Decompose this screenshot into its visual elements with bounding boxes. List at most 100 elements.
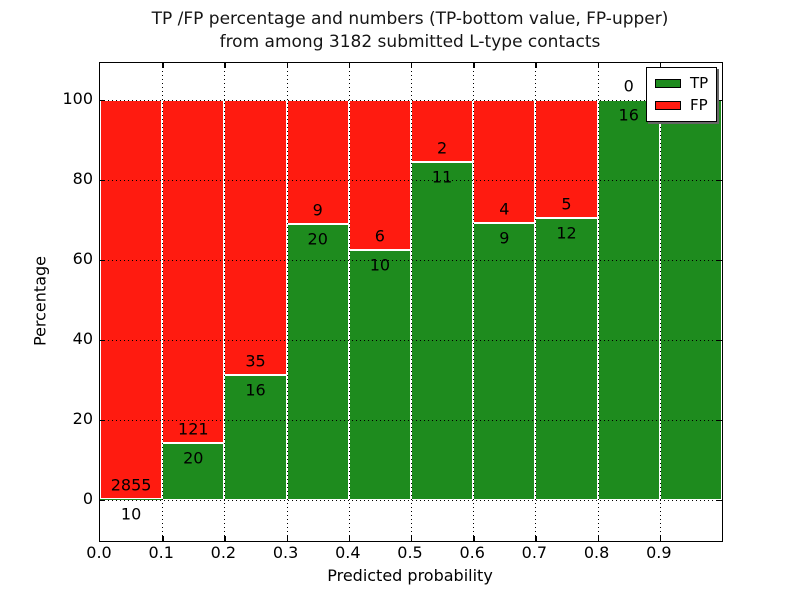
chart-title: TP /FP percentage and numbers (TP-bottom…: [99, 8, 721, 54]
x-tick-mark: [348, 63, 351, 68]
y-tick-mark: [717, 180, 722, 182]
bar-tp: [535, 217, 598, 500]
y-tick-mark: [100, 260, 105, 262]
bar-fp: [224, 100, 287, 375]
y-tick-label: 40: [72, 329, 93, 348]
gridline-vertical: [535, 63, 537, 541]
x-tick-label: 0.0: [86, 543, 112, 562]
bar-count-label-tp: 12: [556, 223, 577, 243]
legend-swatch-fp-icon: [655, 100, 681, 110]
y-tick-label: 0: [82, 489, 93, 508]
chart-title-line-1: TP /FP percentage and numbers (TP-bottom…: [151, 9, 669, 29]
y-tick-mark: [100, 420, 105, 422]
bar-fp: [348, 100, 411, 250]
bar-count-label-tp: 10: [369, 255, 391, 275]
legend-swatch-tp-icon: [655, 78, 681, 88]
bar-count-label-tp: 20: [307, 229, 328, 249]
gridline-vertical: [659, 63, 661, 541]
bar-count-label-fp: 6: [374, 226, 385, 246]
bar-fp: [473, 100, 536, 224]
x-tick-mark: [162, 536, 164, 541]
x-tick-mark: [597, 536, 599, 541]
gridline-vertical: [597, 63, 599, 541]
bar-count-label-tp: 11: [431, 167, 453, 187]
bar-tp: [286, 224, 349, 500]
gridline-vertical: [411, 63, 412, 541]
gridline-vertical: [473, 63, 475, 541]
bar-tp: [162, 443, 225, 500]
y-tick-mark: [100, 340, 105, 342]
y-tick-mark: [100, 180, 105, 182]
x-tick-label: 0.2: [210, 543, 237, 562]
x-tick-mark: [411, 63, 413, 68]
legend: TP FP: [646, 67, 718, 122]
x-tick-label: 0.7: [521, 543, 548, 562]
x-tick-mark: [535, 63, 537, 68]
x-tick-mark: [162, 63, 164, 68]
x-tick-label: 0.8: [583, 543, 610, 562]
gridline-vertical: [286, 63, 288, 541]
bar-count-label-tp: 20: [183, 448, 204, 468]
x-tick-mark: [597, 63, 599, 68]
legend-label-fp: FP: [690, 95, 708, 114]
x-tick-mark: [535, 536, 537, 541]
bar-tp: [597, 100, 660, 500]
bar-tp: [473, 223, 536, 500]
legend-label-tp: TP: [690, 73, 709, 92]
bar-fp: [100, 100, 163, 499]
gridline-vertical: [162, 63, 164, 541]
x-tick-mark: [348, 536, 351, 541]
bar-fp: [162, 100, 225, 444]
x-tick-label: 0.4: [335, 543, 361, 562]
x-tick-label: 0.9: [646, 543, 672, 562]
bar-tp: [100, 498, 163, 500]
x-tick-mark: [224, 63, 226, 68]
bar-tp: [348, 250, 411, 500]
x-tick-mark: [659, 536, 662, 541]
y-tick-label: 60: [72, 249, 93, 268]
y-tick-mark: [717, 420, 722, 422]
y-tick-label: 20: [72, 409, 93, 428]
legend-entry-fp: FP: [655, 94, 708, 116]
bar-tp: [659, 100, 722, 500]
bar-count-label-fp: 5: [561, 194, 572, 214]
y-tick-mark: [717, 100, 722, 102]
bar-count-label-fp: 9: [312, 200, 323, 220]
gridline-vertical: [224, 63, 226, 541]
y-tick-label: 100: [62, 89, 93, 108]
bar-count-label-fp: 2855: [110, 475, 152, 495]
y-tick-label: 80: [72, 169, 93, 188]
bar-count-label-fp: 2: [437, 138, 448, 158]
bar-count-label-fp: 121: [178, 419, 209, 439]
bar-count-label-tp: 9: [499, 228, 510, 248]
x-tick-label: 0.3: [272, 543, 299, 562]
x-tick-mark: [659, 63, 662, 68]
x-tick-label: 0.6: [459, 543, 485, 562]
bar-count-label-fp: 4: [499, 199, 510, 219]
plot-area: 28551012120351692061021149512016021 TP F…: [99, 62, 723, 542]
x-tick-label: 0.5: [397, 543, 423, 562]
x-tick-mark: [286, 63, 288, 68]
bar-count-label-tp: 16: [245, 380, 266, 400]
bar-tp: [411, 161, 474, 500]
x-tick-mark: [286, 536, 288, 541]
bar-count-label-fp: 35: [245, 351, 266, 371]
y-axis-label: Percentage: [30, 255, 50, 347]
x-tick-mark: [473, 536, 475, 541]
y-tick-mark: [717, 500, 722, 502]
bar-count-label-tp: 10: [120, 504, 142, 524]
bar-count-label-fp: 0: [623, 76, 634, 96]
y-tick-mark: [100, 500, 105, 502]
x-tick-mark: [224, 536, 226, 541]
y-tick-mark: [100, 100, 105, 102]
chart-title-line-2: from among 3182 submitted L-type contact…: [219, 32, 601, 52]
y-tick-mark: [717, 260, 722, 262]
x-tick-mark: [411, 536, 413, 541]
x-axis-label: Predicted probability: [327, 566, 493, 585]
legend-entry-tp: TP: [655, 72, 708, 94]
gridline-vertical: [348, 63, 350, 541]
x-tick-label: 0.1: [148, 543, 174, 562]
bar-count-label-tp: 16: [618, 105, 639, 125]
x-tick-mark: [473, 63, 475, 68]
